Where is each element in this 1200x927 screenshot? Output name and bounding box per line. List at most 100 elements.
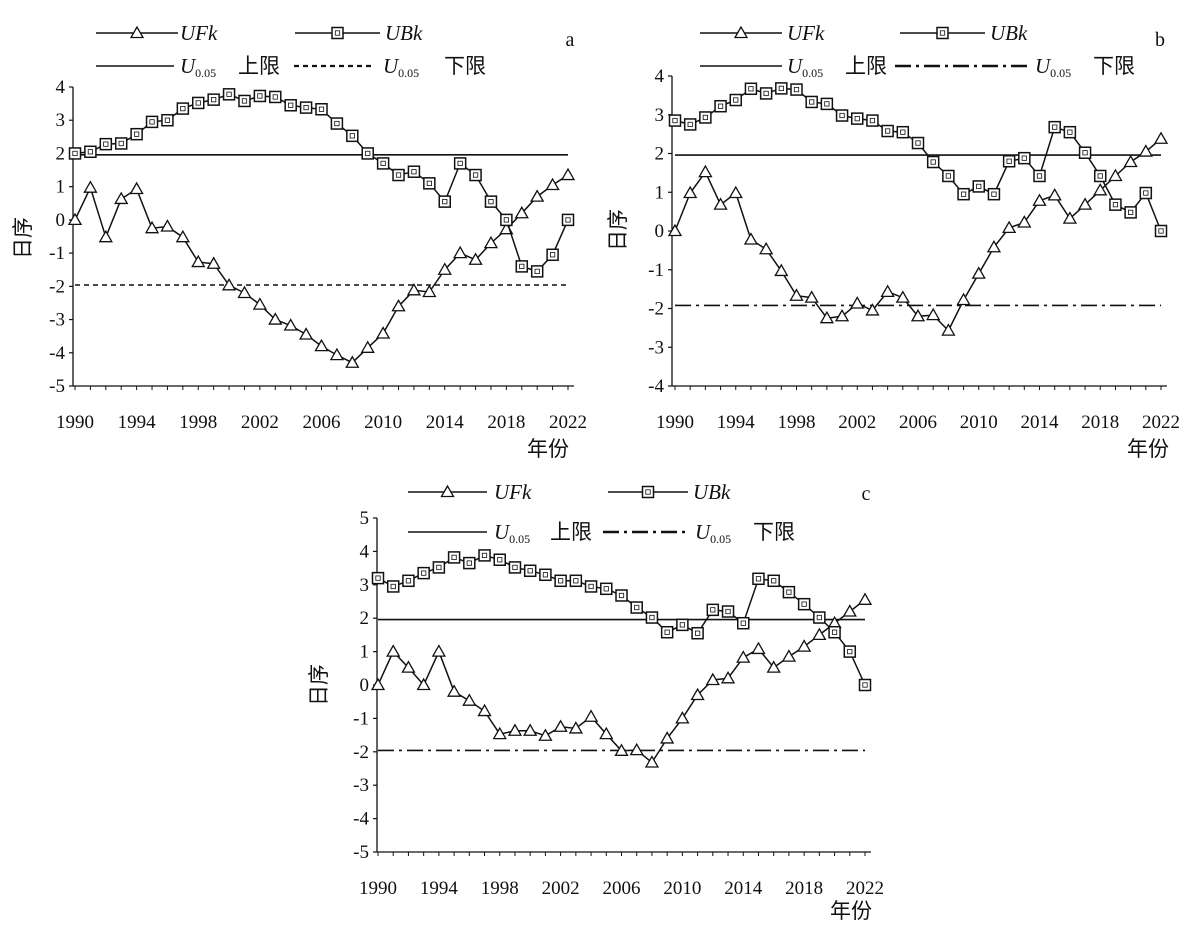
- legend-ufk-marker: [733, 25, 749, 39]
- y-tick-label: -1: [353, 708, 369, 729]
- y-tick-label: 4: [56, 77, 66, 98]
- y-axis-label: 日序: [11, 217, 35, 259]
- y-axis-label: 日序: [307, 664, 331, 706]
- series-ufk-point: [492, 726, 507, 740]
- series-ufk-point: [583, 709, 599, 722]
- x-tick-label: 1990: [359, 878, 397, 899]
- y-tick-label: 5: [360, 508, 370, 529]
- series-ufk-point: [446, 684, 462, 697]
- y-tick-label: 2: [56, 143, 66, 164]
- series-ufk-point: [1062, 211, 1077, 224]
- series-ufk-point: [206, 256, 221, 269]
- y-tick-label: -4: [353, 809, 369, 830]
- x-tick-label: 2022: [846, 878, 884, 899]
- series-ufk-point: [774, 263, 789, 277]
- y-tick-label: 2: [655, 144, 665, 165]
- y-tick-label: -3: [648, 337, 664, 358]
- u-critical-label: U0.05: [494, 520, 530, 546]
- series-ufk-point: [507, 723, 523, 736]
- series-ufk-point: [910, 308, 926, 322]
- x-tick-label: 2010: [663, 878, 701, 899]
- series-ufk-point: [129, 181, 144, 195]
- panel-letter: a: [566, 29, 575, 51]
- series-ufk-point: [483, 235, 499, 249]
- series-ufk-point: [720, 671, 736, 684]
- series-ufk-point: [698, 164, 713, 178]
- y-tick-label: 4: [655, 66, 665, 87]
- legend-b: UFk UBk U0.05 上限 U0.05 下限: [700, 21, 1135, 80]
- series-ufk-point: [842, 604, 857, 617]
- series-ufk-point: [468, 252, 483, 265]
- series-ufk-point: [819, 310, 834, 324]
- x-tick-label: 2018: [487, 412, 525, 433]
- x-tick-label: 2006: [303, 412, 341, 433]
- y-tick-label: 3: [655, 105, 665, 126]
- series-ufk-point: [1077, 197, 1093, 210]
- x-tick-label: 2018: [1081, 412, 1119, 433]
- x-tick-label: 2018: [785, 878, 823, 899]
- y-tick-label: 0: [360, 675, 370, 696]
- series-ufk-point: [144, 220, 160, 234]
- x-tick-label: 1998: [179, 412, 217, 433]
- x-tick-label: 2014: [724, 878, 763, 899]
- x-tick-label: 2002: [542, 878, 580, 899]
- series-ufk-point: [98, 229, 113, 243]
- series-ufk-point: [956, 292, 971, 306]
- chart-panel-a: -5 -4 -3 -2 -1 0 1 2 3 4 1990 1994 1998 2002 2006 2010 2…: [11, 21, 587, 461]
- y-tick-label: -3: [49, 310, 65, 331]
- series-ufk-point: [401, 660, 416, 673]
- series-ufk-point: [391, 298, 406, 312]
- series-ufk-point: [926, 307, 941, 321]
- series-ufk-point: [386, 644, 401, 657]
- series-ufk-point: [1032, 193, 1047, 206]
- x-axis-label: 年份: [830, 899, 872, 923]
- series-ufk-point: [804, 290, 819, 303]
- series-ufk-point: [1093, 183, 1108, 196]
- series-ufk-point: [370, 677, 386, 691]
- series-ufk-point: [406, 283, 422, 296]
- y-tick-label: 4: [360, 541, 370, 562]
- x-tick-label: 2002: [241, 412, 279, 433]
- x-tick-label: 1998: [778, 412, 816, 433]
- series-ufk-point: [895, 290, 910, 303]
- series-ufk-point: [690, 687, 705, 701]
- series-ufk-point: [614, 743, 629, 756]
- y-tick-label: 1: [360, 642, 370, 663]
- series-ufk-point: [545, 177, 560, 191]
- legend-ufk-marker: [440, 484, 455, 498]
- y-tick-label: 1: [655, 182, 665, 203]
- series-ufk-point: [789, 288, 804, 301]
- legend-upper-label: 上限: [845, 54, 887, 78]
- series-ufk-point: [971, 266, 986, 279]
- y-tick-label: 1: [56, 177, 66, 198]
- y-tick-label: -5: [49, 376, 65, 397]
- series-ufk-point: [114, 191, 129, 205]
- y-tick-label: 0: [56, 210, 66, 231]
- x-tick-label: 1994: [118, 412, 157, 433]
- series-ufk-point: [431, 644, 446, 657]
- series-ufk-point: [329, 347, 345, 361]
- series-ufk-point: [660, 731, 675, 744]
- legend-lower-label: 下限: [1093, 54, 1135, 78]
- series-ufk-point: [865, 303, 880, 316]
- series-ufk-point: [1017, 215, 1032, 228]
- series-ufk-point: [1138, 144, 1153, 157]
- x-tick-label: 1994: [420, 878, 459, 899]
- u-critical-label: U0.05: [695, 520, 731, 546]
- series-ufk-point: [736, 650, 751, 663]
- series-ufk-point: [1153, 131, 1169, 144]
- y-tick-label: -1: [648, 260, 664, 281]
- x-tick-label: 2022: [549, 412, 587, 433]
- u-critical-label: U0.05: [180, 54, 216, 80]
- series-ufk-point: [175, 229, 190, 243]
- x-tick-label: 2014: [1021, 412, 1060, 433]
- x-axis-label: 年份: [527, 437, 569, 461]
- series-ufk-point: [1002, 220, 1017, 234]
- series-ufk-point: [453, 245, 468, 259]
- chart-panel-c: -5 -4 -3 -2 -1 0 1 2 3 4 5 1990 1994 1998 2002 2006 2010…: [307, 480, 884, 923]
- y-tick-label: -4: [648, 376, 664, 397]
- x-tick-label: 1990: [56, 412, 94, 433]
- x-tick-label: 2002: [838, 412, 876, 433]
- legend-upper-label: 上限: [550, 520, 592, 544]
- x-tick-label: 1990: [656, 412, 694, 433]
